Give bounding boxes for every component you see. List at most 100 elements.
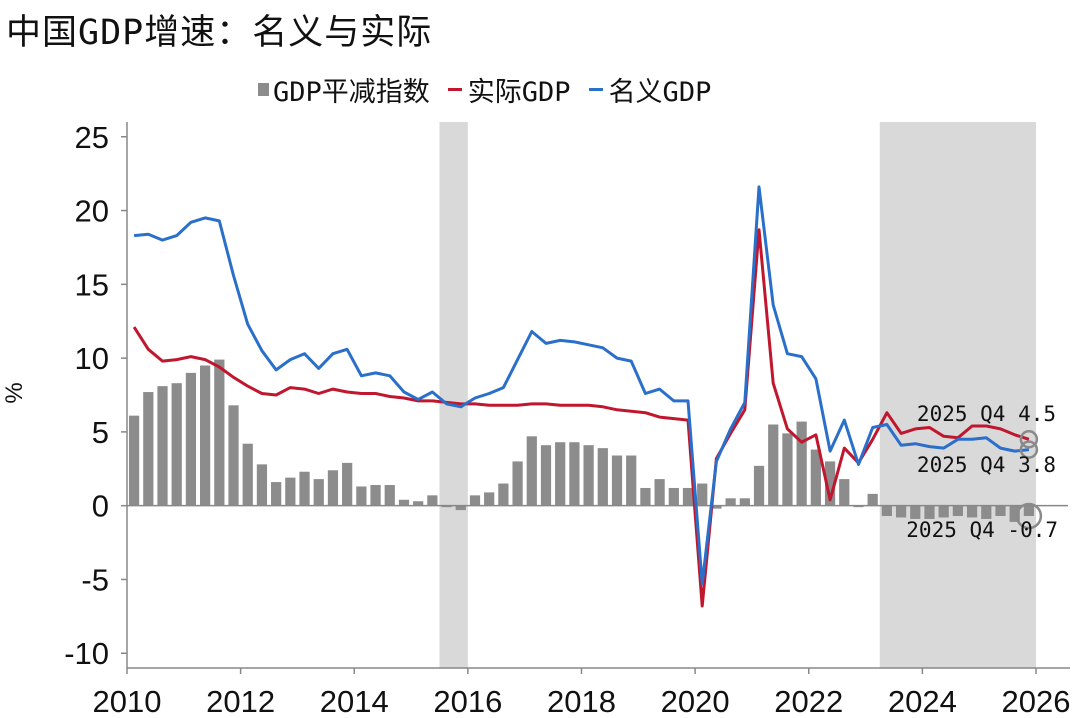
legend-item-deflator: GDP平减指数	[258, 70, 430, 109]
deflator-bar	[469, 495, 481, 506]
deflator-bar	[256, 464, 268, 506]
deflator-bar	[583, 445, 594, 506]
highlight-circle-real	[1019, 430, 1039, 449]
deflator-bar	[540, 445, 552, 506]
deflator-bar	[171, 383, 182, 506]
deflator-bar	[455, 505, 466, 511]
deflator-bar	[228, 405, 239, 506]
deflator-bar	[143, 392, 154, 506]
x-tick-label: 2024	[888, 684, 957, 718]
legend-item-nominal: 名义GDP	[588, 70, 712, 109]
y-tick-label: -5	[81, 562, 109, 597]
y-tick-label: 5	[92, 415, 109, 450]
deflator-bar	[597, 448, 608, 506]
deflator-bar	[952, 505, 963, 517]
x-tick-label: 2016	[433, 684, 502, 718]
legend-swatch-real	[447, 88, 462, 91]
deflator-bar	[185, 372, 197, 506]
deflator-bar	[711, 505, 722, 509]
deflator-bar	[1009, 505, 1020, 522]
y-tick-label: 25	[75, 120, 109, 155]
y-axis-label: %	[1, 382, 28, 403]
deflator-bar	[398, 499, 410, 506]
deflator-bar	[555, 442, 566, 506]
deflator-bar	[725, 498, 736, 506]
deflator-bar	[128, 415, 140, 506]
deflator-bar	[356, 486, 367, 506]
deflator-bar	[810, 449, 821, 506]
highlight-circle-nominal	[1019, 440, 1039, 459]
deflator-bar	[824, 461, 836, 506]
deflator-bar	[569, 442, 580, 506]
y-tick-label: 20	[75, 194, 109, 229]
deflator-bar	[895, 505, 907, 518]
deflator-bar	[242, 443, 253, 506]
deflator-bar	[938, 505, 949, 518]
legend: GDP平减指数 实际GDP 名义GDP	[258, 70, 729, 109]
deflator-bar	[484, 492, 495, 506]
deflator-bar	[498, 483, 509, 506]
deflator-bar	[299, 471, 310, 506]
deflator-bar	[881, 505, 892, 517]
deflator-bar	[313, 479, 324, 506]
legend-item-real: 实际GDP	[447, 70, 571, 109]
deflator-bar	[796, 421, 807, 506]
deflator-bar	[697, 483, 708, 506]
y-tick-label: 0	[92, 489, 109, 524]
y-tick-label: 15	[75, 267, 109, 302]
deflator-bar	[413, 501, 424, 506]
x-tick-label: 2026	[1002, 684, 1071, 718]
deflator-bar	[214, 359, 225, 506]
deflator-bar	[966, 505, 978, 518]
annotation-label: 2025 Q4 4.5	[917, 402, 1056, 426]
deflator-bar	[839, 479, 850, 506]
deflator-bar	[654, 479, 665, 506]
annotation-label: 2025 Q4 3.8	[917, 453, 1056, 477]
legend-label-nominal: 名义GDP	[608, 77, 712, 108]
shaded-period-0	[439, 122, 468, 668]
deflator-bar	[924, 505, 935, 519]
deflator-bar	[910, 505, 921, 519]
x-tick-label: 2018	[547, 684, 616, 718]
deflator-bar	[157, 386, 168, 506]
legend-swatch-nominal	[588, 88, 603, 91]
x-tick-label: 2014	[320, 684, 389, 718]
deflator-bar	[668, 487, 679, 506]
deflator-bar	[327, 470, 339, 506]
x-tick-label: 2020	[661, 684, 730, 718]
y-tick-label: -10	[64, 636, 109, 671]
x-tick-label: 2010	[93, 684, 162, 718]
shaded-period-1	[879, 122, 1036, 668]
deflator-bar	[384, 485, 395, 506]
deflator-bar	[626, 455, 637, 506]
nominal-gdp-line	[133, 185, 1030, 586]
deflator-bar	[611, 455, 623, 506]
deflator-bar	[1023, 505, 1035, 517]
deflator-bar	[271, 482, 282, 506]
deflator-bar	[342, 462, 353, 506]
deflator-bar	[200, 365, 211, 506]
deflator-bar	[739, 498, 750, 506]
legend-label-deflator: GDP平减指数	[273, 77, 430, 108]
deflator-bar	[768, 424, 779, 506]
legend-label-real: 实际GDP	[467, 77, 571, 108]
annotation-label: 2025 Q4 -0.7	[906, 518, 1058, 542]
deflator-bar	[512, 461, 523, 506]
deflator-bar	[370, 485, 381, 506]
deflator-bar	[995, 505, 1006, 517]
deflator-bar	[682, 487, 694, 506]
deflator-bar	[285, 477, 296, 506]
chart-title: 中国GDP增速：名义与实际	[6, 13, 433, 53]
deflator-bar	[782, 433, 793, 506]
deflator-bar	[867, 493, 878, 506]
deflator-bar	[427, 495, 438, 506]
x-tick-label: 2012	[206, 684, 275, 718]
deflator-bar	[753, 465, 765, 506]
deflator-bar	[526, 436, 537, 506]
y-tick-label: 10	[75, 341, 109, 376]
legend-swatch-deflator	[258, 83, 269, 96]
x-tick-label: 2022	[774, 684, 843, 718]
deflator-bar	[640, 487, 651, 506]
highlight-circle-deflator	[1015, 502, 1043, 530]
